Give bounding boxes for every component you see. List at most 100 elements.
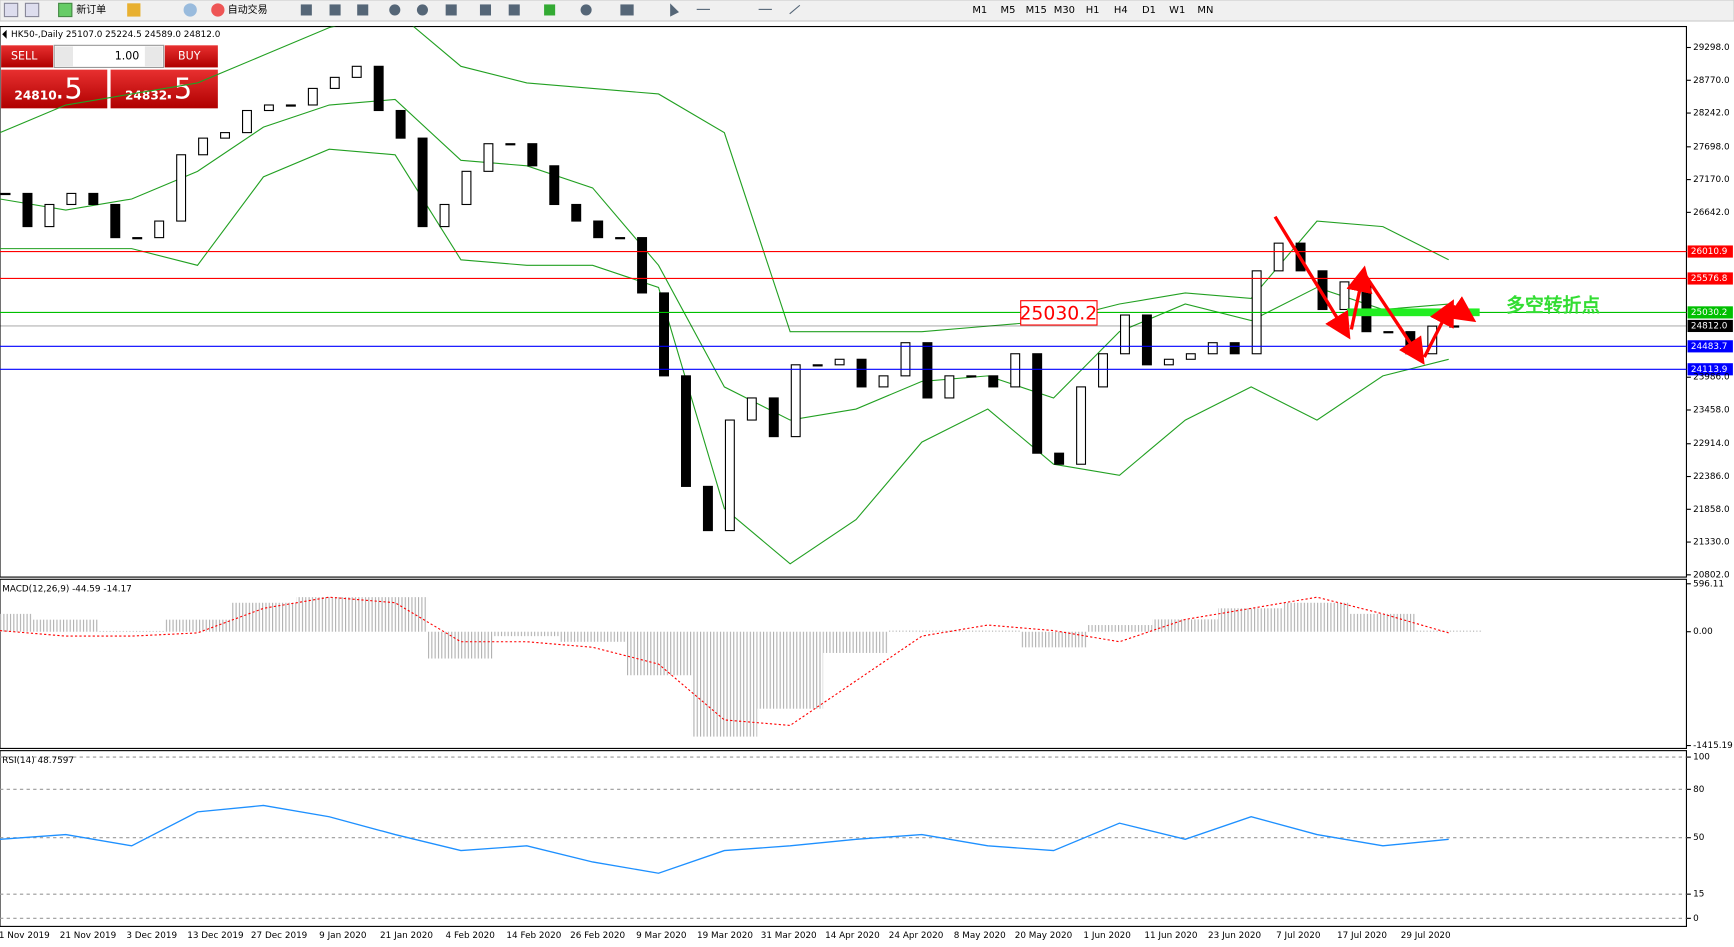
candle xyxy=(373,65,384,112)
icon[interactable] xyxy=(696,8,710,10)
macd-bar xyxy=(98,630,165,632)
macd-bar xyxy=(230,602,297,632)
candle xyxy=(220,132,231,139)
icon[interactable] xyxy=(445,4,457,16)
new-order-button[interactable]: 新订单 xyxy=(76,3,106,16)
x-tick-label: 19 Mar 2020 xyxy=(697,931,753,941)
timeframe-button[interactable]: M15 xyxy=(1026,5,1047,16)
x-tick-label: 23 Jun 2020 xyxy=(1208,931,1261,941)
icon[interactable] xyxy=(580,4,592,16)
icon[interactable] xyxy=(3,2,19,18)
y-tick-label: 20802.0 xyxy=(1693,570,1730,580)
level-label: 26010.9 xyxy=(1691,247,1728,257)
y-tick-label: 80 xyxy=(1693,785,1705,795)
icon[interactable] xyxy=(416,4,428,16)
y-tick-label: 0.00 xyxy=(1693,627,1713,637)
icon[interactable] xyxy=(300,4,312,16)
y-tick-label: 22386.0 xyxy=(1693,472,1730,482)
sell-price: 24810 xyxy=(14,89,56,103)
green-zone xyxy=(1346,308,1480,317)
candle xyxy=(1141,314,1152,366)
icon[interactable] xyxy=(758,8,772,10)
macd-bar xyxy=(32,619,99,632)
timeframe-button[interactable]: H1 xyxy=(1086,5,1100,16)
new-order-icon[interactable] xyxy=(58,2,73,18)
candle xyxy=(1383,331,1394,334)
candle xyxy=(1098,353,1108,388)
candle xyxy=(900,342,911,377)
candle xyxy=(659,292,669,377)
timeframe-button[interactable]: H4 xyxy=(1114,5,1128,16)
candle xyxy=(768,397,779,438)
x-tick-label: 4 Feb 2020 xyxy=(446,931,496,941)
candle xyxy=(88,192,99,206)
lot-input[interactable] xyxy=(53,44,165,68)
candle xyxy=(176,154,187,222)
level-label-bg xyxy=(1687,319,1733,333)
timeframe-button[interactable]: W1 xyxy=(1169,5,1185,16)
auto-trading-icon[interactable] xyxy=(211,3,225,17)
x-tick-label: 21 Nov 2019 xyxy=(60,931,117,941)
y-tick-label: 596.11 xyxy=(1693,579,1724,589)
sell-button[interactable] xyxy=(1,45,54,68)
macd-bar xyxy=(691,631,758,737)
macd-signal xyxy=(0,596,1449,727)
y-tick-label: 27698.0 xyxy=(1693,142,1730,152)
buy-button[interactable] xyxy=(164,45,218,68)
timeframe-button[interactable]: MN xyxy=(1197,5,1213,16)
candle xyxy=(571,203,582,222)
macd-bar xyxy=(954,630,1021,632)
cursor-icon[interactable] xyxy=(670,3,680,17)
icon[interactable] xyxy=(329,4,341,16)
price-annotation: 25030.2 xyxy=(1019,303,1097,324)
icon[interactable] xyxy=(508,4,520,16)
candle xyxy=(702,485,713,532)
macd-bar xyxy=(888,630,955,632)
candle xyxy=(922,342,933,399)
price-plot xyxy=(0,26,1460,565)
icon[interactable] xyxy=(544,4,556,16)
icon[interactable] xyxy=(127,3,141,17)
timeframe-button[interactable]: M5 xyxy=(1001,5,1016,16)
candle xyxy=(132,237,143,240)
icon[interactable] xyxy=(389,4,401,16)
icon[interactable] xyxy=(620,4,634,16)
rsi-panel xyxy=(0,750,1688,927)
candle xyxy=(461,170,472,206)
x-tick-label: 1 Nov 2019 xyxy=(0,931,50,941)
y-tick-label: 23986.0 xyxy=(1693,373,1730,383)
x-tick-label: 14 Apr 2020 xyxy=(825,931,880,941)
macd-bar xyxy=(625,631,692,676)
icon[interactable] xyxy=(183,3,197,17)
icon[interactable] xyxy=(789,4,801,15)
x-tick-label: 1 Jun 2020 xyxy=(1083,931,1131,941)
lot-down[interactable] xyxy=(55,46,73,67)
x-tick-label: 8 May 2020 xyxy=(954,931,1006,941)
icon[interactable] xyxy=(357,4,369,16)
candle xyxy=(66,192,77,206)
level-label: 25576.8 xyxy=(1691,274,1728,284)
macd-bar xyxy=(0,613,33,632)
macd-bar xyxy=(823,631,889,653)
candle xyxy=(1032,353,1043,454)
icon[interactable] xyxy=(24,2,40,18)
macd-bar xyxy=(164,619,231,632)
icon[interactable] xyxy=(479,4,492,16)
lot-up[interactable] xyxy=(144,46,163,67)
symbol-marker xyxy=(2,29,7,39)
candle xyxy=(746,397,757,421)
panel-title: RSI(14) 48.7597 xyxy=(2,756,74,766)
candle xyxy=(724,419,735,532)
timeframe-button[interactable]: M30 xyxy=(1054,5,1075,16)
candle xyxy=(110,203,121,239)
level-label-bg xyxy=(1687,340,1733,353)
x-tick-label: 14 Feb 2020 xyxy=(506,931,561,941)
y-tick-label: 21858.0 xyxy=(1693,505,1730,515)
x-tick-label: 13 Dec 2019 xyxy=(187,931,243,941)
timeframe-button[interactable]: D1 xyxy=(1142,5,1156,16)
macd-bar xyxy=(559,631,626,642)
x-tick-label: 27 Dec 2019 xyxy=(251,931,307,941)
timeframe-button[interactable]: M1 xyxy=(972,5,987,16)
auto-trading-button[interactable]: 自动交易 xyxy=(228,3,268,16)
sell-price-box[interactable] xyxy=(1,69,108,109)
